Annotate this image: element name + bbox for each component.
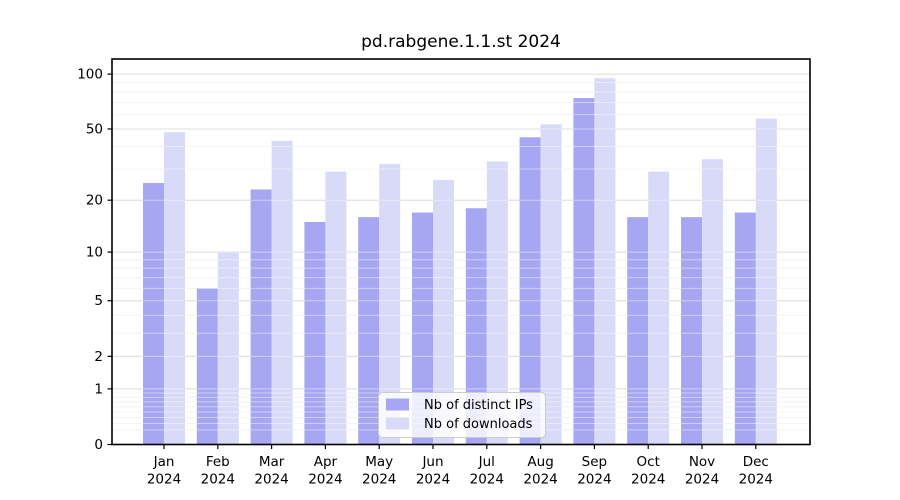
legend-label-distinct-ips: Nb of distinct IPs <box>424 398 533 413</box>
x-tick-label-feb: Feb 2024 <box>201 454 235 488</box>
bar-downloads-aug <box>540 124 562 445</box>
bar-downloads-jun <box>433 180 454 445</box>
legend-box <box>378 392 546 438</box>
bar-distinct-ips-sep <box>573 98 595 445</box>
legend-swatch-downloads <box>386 417 409 430</box>
bar-downloads-oct <box>648 171 670 445</box>
bar-downloads-mar <box>271 140 293 445</box>
bar-distinct-ips-nov <box>681 217 702 445</box>
bar-distinct-ips-jul <box>465 208 487 445</box>
y-tick-label-10: 10 <box>86 245 103 261</box>
bar-distinct-ips-jan <box>143 183 164 445</box>
bar-distinct-ips-apr <box>304 222 326 445</box>
bar-downloads-feb <box>217 252 239 445</box>
bar-downloads-nov <box>702 159 723 445</box>
bar-distinct-ips-feb <box>196 288 218 445</box>
bar-downloads-jul <box>486 161 508 445</box>
bar-distinct-ips-mar <box>250 189 272 445</box>
legend-label-downloads: Nb of downloads <box>424 417 533 432</box>
bar-downloads-jan <box>164 132 185 445</box>
x-tick-label-aug: Aug 2024 <box>523 454 557 488</box>
y-tick-label-0: 0 <box>94 437 103 453</box>
y-tick-label-2: 2 <box>94 349 103 365</box>
bar-downloads-may <box>379 163 401 445</box>
bar-downloads-sep <box>594 78 616 445</box>
y-tick-label-5: 5 <box>94 293 103 309</box>
x-tick-label-dec: Dec 2024 <box>739 454 773 488</box>
bar-distinct-ips-oct <box>627 217 649 445</box>
legend-swatch-distinct-ips <box>386 398 409 411</box>
y-tick-label-20: 20 <box>86 193 103 209</box>
y-tick-label-50: 50 <box>86 121 103 137</box>
x-tick-label-may: May 2024 <box>362 454 396 488</box>
x-tick-label-mar: Mar 2024 <box>254 454 288 488</box>
bar-downloads-dec <box>755 118 777 445</box>
bar-distinct-ips-dec <box>734 212 756 445</box>
bar-distinct-ips-aug <box>519 137 541 445</box>
x-tick-label-jul: Jul 2024 <box>470 454 504 488</box>
x-tick-label-jan: Jan 2024 <box>147 454 181 488</box>
x-tick-label-oct: Oct 2024 <box>631 454 665 488</box>
x-tick-label-sep: Sep 2024 <box>577 454 611 488</box>
x-tick-label-jun: Jun 2024 <box>416 454 450 488</box>
bar-distinct-ips-jun <box>412 212 433 445</box>
chart-title: pd.rabgene.1.1.st 2024 <box>361 32 561 52</box>
y-tick-label-100: 100 <box>77 67 103 83</box>
y-tick-label-1: 1 <box>94 381 103 397</box>
bar-distinct-ips-may <box>358 217 380 445</box>
x-tick-label-nov: Nov 2024 <box>685 454 719 488</box>
bars <box>143 78 777 445</box>
x-tick-label-apr: Apr 2024 <box>308 454 342 488</box>
legend: Nb of distinct IPs Nb of downloads <box>378 392 546 438</box>
bar-downloads-apr <box>325 171 347 445</box>
